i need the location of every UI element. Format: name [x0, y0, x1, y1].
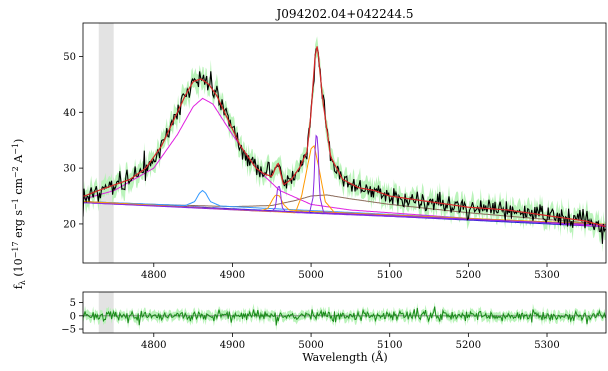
x-tick-label: 5100 — [377, 340, 402, 351]
x-tick-label: 5000 — [298, 340, 323, 351]
y-tick-label: 0 — [70, 311, 76, 322]
spectrum-panel: 4800 4900 5000 5100 5200 5300 20 30 40 50 — [63, 22, 607, 281]
plot-area — [83, 292, 606, 333]
x-tick-label: 4800 — [141, 270, 166, 281]
oiii-core-5007-line — [83, 134, 606, 226]
y-tick-label: 20 — [63, 219, 76, 230]
x-tick-label: 5200 — [456, 340, 481, 351]
y-tick-label: 50 — [63, 52, 76, 63]
y-tick-label: 30 — [63, 164, 76, 175]
y-axis-label: fλ (10−17 erg s−1 cm−2 A−1) — [11, 139, 27, 290]
plot-area — [83, 23, 606, 263]
x-axis-label: Wavelength (Å) — [302, 350, 387, 364]
y-tick-label: −5 — [61, 325, 76, 336]
x-tick-label: 5100 — [377, 270, 402, 281]
total-fit-line — [83, 46, 606, 228]
x-tick-label: 4900 — [220, 270, 245, 281]
x-tick-label: 5000 — [298, 270, 323, 281]
axes-frame — [82, 22, 607, 264]
x-tick-label: 5200 — [456, 270, 481, 281]
masked-region-band — [98, 23, 114, 263]
chart-title: J094202.04+042244.5 — [274, 7, 413, 21]
x-tick-label: 4800 — [141, 340, 166, 351]
residual-line — [83, 306, 606, 326]
x-tick-label: 5300 — [534, 270, 559, 281]
x-tick-label: 5300 — [534, 340, 559, 351]
axes-frame — [82, 291, 607, 334]
y-tick-label: 5 — [70, 298, 76, 309]
y-tick-label: 40 — [63, 108, 76, 119]
residual-panel: 4800 4900 5000 5100 5200 5300 −5 0 5 — [61, 291, 607, 351]
x-tick-label: 4900 — [220, 340, 245, 351]
